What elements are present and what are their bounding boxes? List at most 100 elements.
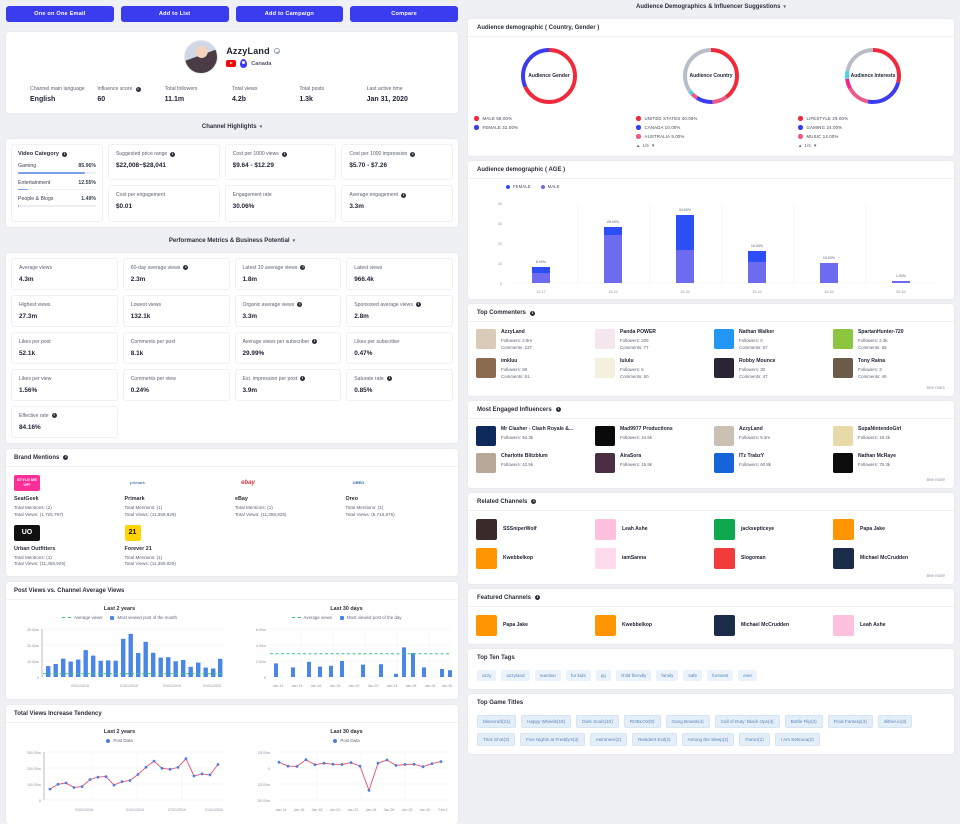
game-title-item[interactable]: Five Nights at Freddy's(3) bbox=[520, 732, 585, 746]
list-item[interactable]: Panda POWER Followers: 209 Comments: 77 bbox=[595, 329, 708, 351]
info-icon[interactable]: i bbox=[410, 151, 416, 157]
list-item[interactable]: Slogoman bbox=[714, 547, 827, 569]
list-item[interactable]: Nathan Walker Followers: 0 Comments: 67 bbox=[714, 329, 827, 351]
tag-item[interactable]: azzy bbox=[477, 669, 497, 681]
brand-item[interactable]: 21 Forever 21 Total Mentions: (1) Total V… bbox=[124, 524, 230, 569]
info-icon[interactable]: i bbox=[529, 310, 535, 316]
tag-item[interactable]: azzyland bbox=[501, 669, 530, 681]
prev-icon[interactable]: ▲ bbox=[798, 143, 803, 148]
info-icon[interactable]: i bbox=[63, 455, 69, 461]
next-icon[interactable]: ▼ bbox=[813, 143, 818, 148]
info-icon[interactable]: i bbox=[312, 339, 318, 345]
section-label: Brand Mentions bbox=[14, 454, 60, 461]
list-item[interactable]: SSSniperWolf bbox=[476, 518, 589, 540]
info-icon[interactable]: i bbox=[135, 86, 141, 92]
info-icon[interactable]: i bbox=[386, 376, 392, 382]
tag-item[interactable]: safe bbox=[683, 669, 703, 681]
section-channel-highlights[interactable]: Channel Highlights ▾ bbox=[6, 119, 458, 133]
info-icon[interactable]: i bbox=[415, 302, 421, 308]
game-title-item[interactable]: Gang Beasts(4) bbox=[665, 714, 710, 728]
tag-item[interactable]: pg bbox=[595, 669, 611, 681]
add-to-campaign-button[interactable]: Add to Campaign bbox=[235, 6, 344, 22]
info-icon[interactable]: i bbox=[555, 407, 561, 413]
tag-item[interactable]: for kids bbox=[565, 669, 591, 681]
list-item[interactable]: imkluu Followers: 58 Comments: 51 bbox=[476, 358, 589, 380]
game-title-item[interactable]: Panic!(2) bbox=[739, 732, 770, 746]
tag-item[interactable]: ever bbox=[738, 669, 758, 681]
country-pager[interactable]: ▲ 1/5 ▼ bbox=[636, 143, 698, 148]
add-to-list-button[interactable]: Add to List bbox=[120, 6, 229, 22]
list-item[interactable]: Nathan McRaye Followers: 75.3k bbox=[833, 452, 946, 473]
info-icon[interactable]: i bbox=[400, 192, 406, 198]
list-item[interactable]: Mr Clasher - Clash Royale &... Followers:… bbox=[476, 425, 589, 446]
brand-item[interactable]: STYLE ME UP! SeatGeek Total Mentions: (2… bbox=[14, 474, 119, 519]
youtube-icon[interactable] bbox=[226, 60, 237, 67]
one-on-one-email-button[interactable]: One on One Email bbox=[6, 6, 114, 22]
info-icon[interactable]: i bbox=[300, 265, 306, 271]
highlight-value: $9.64 - $12.29 bbox=[232, 162, 274, 169]
list-item[interactable]: Papa Jake bbox=[833, 518, 946, 540]
list-item[interactable]: Leah Ashe bbox=[595, 518, 708, 540]
commenter-name: lululu bbox=[620, 358, 634, 365]
info-icon[interactable]: i bbox=[170, 151, 176, 157]
info-icon[interactable]: i bbox=[535, 595, 541, 601]
tag-item[interactable]: reaction bbox=[534, 669, 561, 681]
list-item[interactable]: Mad9977 Productions Followers: 44.6k bbox=[595, 425, 708, 446]
brand-item[interactable]: primark Primark Total Mentions: (1) Total… bbox=[125, 475, 230, 519]
game-title-item[interactable]: Trick Shot(3) bbox=[477, 732, 516, 746]
svg-text:Jan.18: Jan.18 bbox=[330, 684, 341, 688]
game-title-item[interactable]: Minecraft(21) bbox=[477, 714, 517, 728]
brand-item[interactable]: OREO Oreo Total Mentions: (1) Total Views… bbox=[346, 475, 451, 519]
next-icon[interactable]: ▼ bbox=[651, 143, 656, 148]
list-item[interactable]: Tony Raina Followers: 3 Comments: 46 bbox=[833, 358, 946, 380]
see-more-influencers[interactable]: See more bbox=[926, 476, 945, 482]
list-item[interactable]: AzzyLand Followers: 5.3m bbox=[714, 425, 827, 446]
list-item[interactable]: Michael McCrudden bbox=[833, 547, 946, 569]
brand-item[interactable]: UO Urban Outfitters Total Mentions: (1) T… bbox=[14, 524, 119, 569]
list-item[interactable]: SpartanHunter-720 Followers: 2.3k Comments… bbox=[833, 329, 946, 351]
game-title-item[interactable]: ROBLOX(9) bbox=[623, 714, 661, 728]
list-item[interactable]: jacksepticeye bbox=[714, 518, 827, 540]
list-item[interactable]: Kwebbelkop bbox=[595, 614, 708, 636]
list-item[interactable]: Charlotte Blitzblum Followers: 42.5k bbox=[476, 452, 589, 473]
list-item[interactable]: Papa Jake bbox=[476, 614, 589, 636]
compare-button[interactable]: Compare bbox=[350, 6, 458, 22]
game-title-item[interactable]: Happy Wheels(18) bbox=[521, 714, 572, 728]
game-title-item[interactable]: Astroneer(2) bbox=[589, 732, 628, 746]
info-icon[interactable]: i bbox=[61, 151, 67, 157]
game-title-item[interactable]: I Am Setsuna(2) bbox=[774, 732, 820, 746]
interests-pager[interactable]: ▲ 1/5 ▼ bbox=[798, 143, 848, 148]
list-item[interactable]: Leah Ashe bbox=[833, 614, 946, 636]
section-performance-metrics[interactable]: Performance Metrics & Business Potential… bbox=[6, 233, 458, 247]
info-icon[interactable]: i bbox=[300, 376, 306, 382]
brand-item[interactable]: ebay eBay Total Mentions: (1) Total Views… bbox=[235, 475, 340, 519]
tag-item[interactable]: funniest bbox=[707, 669, 734, 681]
game-title-item[interactable]: Dark Souls(10) bbox=[576, 714, 619, 728]
see-more-commenters[interactable]: See more bbox=[926, 384, 945, 390]
list-item[interactable]: AzzyLand Followers: 2.9m Comments: 237 bbox=[476, 329, 589, 351]
list-item[interactable]: Kwebbelkop bbox=[476, 547, 589, 569]
info-icon[interactable]: i bbox=[183, 265, 189, 271]
list-item[interactable]: Michael McCrudden bbox=[714, 614, 827, 636]
info-icon[interactable]: i bbox=[531, 499, 537, 505]
list-item[interactable]: ITz TrabzY Followers: 60.8k bbox=[714, 452, 827, 473]
tag-item[interactable]: family bbox=[656, 669, 679, 681]
prev-icon[interactable]: ▲ bbox=[636, 143, 641, 148]
list-item[interactable]: AiraSora Followers: 15.5k bbox=[595, 452, 708, 473]
list-item[interactable]: SupaNintendoGirl Followers: 19.2k bbox=[833, 425, 946, 446]
game-title-item[interactable]: Final Fantasy(3) bbox=[827, 714, 873, 728]
list-item[interactable]: lululu Followers: 5 Comments: 50 bbox=[595, 358, 708, 380]
info-icon[interactable]: i bbox=[281, 151, 287, 157]
info-icon[interactable]: i bbox=[297, 302, 303, 308]
game-title-item[interactable]: Bottle Flip(3) bbox=[784, 714, 823, 728]
list-item[interactable]: iamSanna bbox=[595, 547, 708, 569]
tag-item[interactable]: child friendly bbox=[615, 669, 652, 681]
see-more-related-channels[interactable]: See more bbox=[926, 572, 945, 578]
list-item[interactable]: Robby Mounce Followers: 30 Comments: 47 bbox=[714, 358, 827, 380]
game-title-item[interactable]: Among the Sleep(2) bbox=[681, 732, 735, 746]
info-icon[interactable]: i bbox=[51, 413, 57, 419]
game-title-item[interactable]: Resident Evil(2) bbox=[632, 732, 677, 746]
section-audience-demographics[interactable]: Audience Demographics & Influencer Sugge… bbox=[468, 0, 954, 14]
game-title-item[interactable]: Call of Duty: Black Ops(4) bbox=[714, 714, 780, 728]
game-title-item[interactable]: slither.io(3) bbox=[877, 714, 913, 728]
